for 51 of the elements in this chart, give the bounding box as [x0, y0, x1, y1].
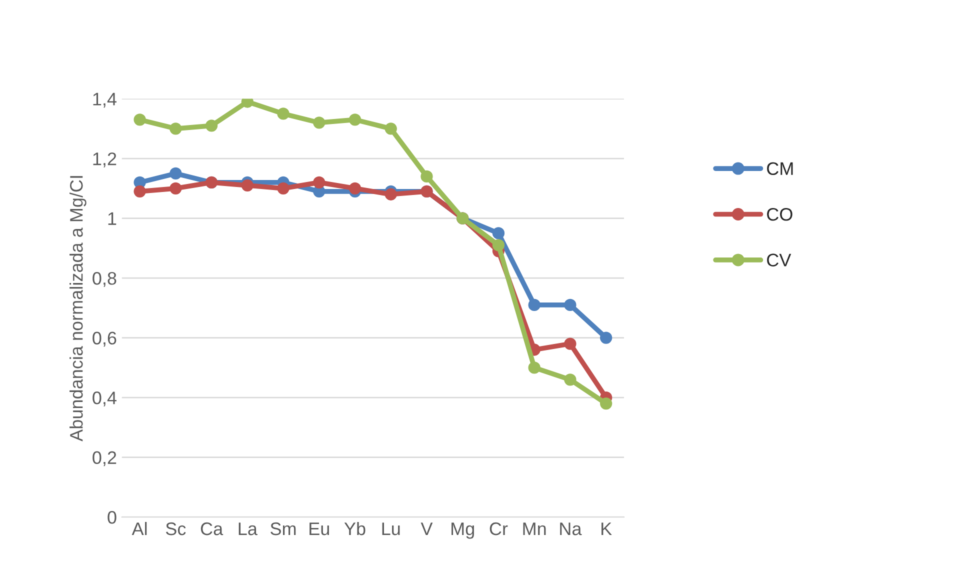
- y-axis-title: Abundancia normalizada a Mg/CI: [70, 176, 86, 442]
- point: [564, 298, 576, 312]
- y-tick-label: 1,2: [93, 152, 116, 168]
- point: [134, 114, 146, 126]
- y-tick-label: 0,2: [92, 451, 116, 466]
- point: [600, 332, 612, 344]
- x-tick-label: K: [602, 522, 612, 536]
- point: [170, 182, 182, 194]
- x-tick-label: Yb: [344, 522, 366, 536]
- x-tick-label: V: [420, 522, 433, 536]
- point: [600, 397, 612, 410]
- point: [492, 227, 505, 240]
- point: [348, 182, 362, 194]
- x-tick-label: Al: [132, 522, 147, 536]
- x-tick-label: Lu: [382, 522, 400, 536]
- point: [277, 182, 290, 194]
- point: [170, 122, 182, 135]
- point: [564, 374, 576, 386]
- x-tick-label: Sm: [270, 522, 296, 536]
- point: [384, 122, 397, 135]
- y-tick-label: 1,4: [93, 92, 116, 108]
- y-tick-label: 0,6: [92, 332, 116, 347]
- x-tick-label: Mn: [523, 522, 546, 536]
- legend-label: CO: [767, 208, 792, 221]
- x-tick-label: Cr: [490, 522, 508, 536]
- point: [134, 185, 146, 198]
- y-tick-label: 0,8: [92, 272, 116, 287]
- x-tick-label: La: [238, 522, 258, 536]
- legend-label: CM: [767, 162, 793, 176]
- point: [313, 116, 326, 129]
- point: [313, 176, 326, 189]
- point: [420, 170, 433, 183]
- y-tick-label: 0,4: [92, 392, 116, 406]
- point: [564, 338, 576, 350]
- x-tick-label: Ca: [200, 522, 224, 536]
- x-tick-label: Eu: [310, 522, 329, 536]
- x-tick-label: Na: [560, 522, 582, 536]
- point: [205, 120, 218, 132]
- point: [241, 179, 254, 192]
- point: [492, 239, 505, 252]
- point: [528, 362, 540, 374]
- point: [277, 108, 290, 120]
- y-tick-label: 1: [108, 212, 116, 225]
- legend-label: CV: [767, 254, 792, 266]
- point: [170, 167, 182, 180]
- x-tick-label: Sc: [166, 522, 186, 536]
- y-tick-label: 0: [108, 511, 116, 524]
- point: [348, 114, 362, 126]
- x-tick-label: Mg: [452, 522, 474, 539]
- point: [384, 188, 397, 200]
- point: [528, 298, 540, 312]
